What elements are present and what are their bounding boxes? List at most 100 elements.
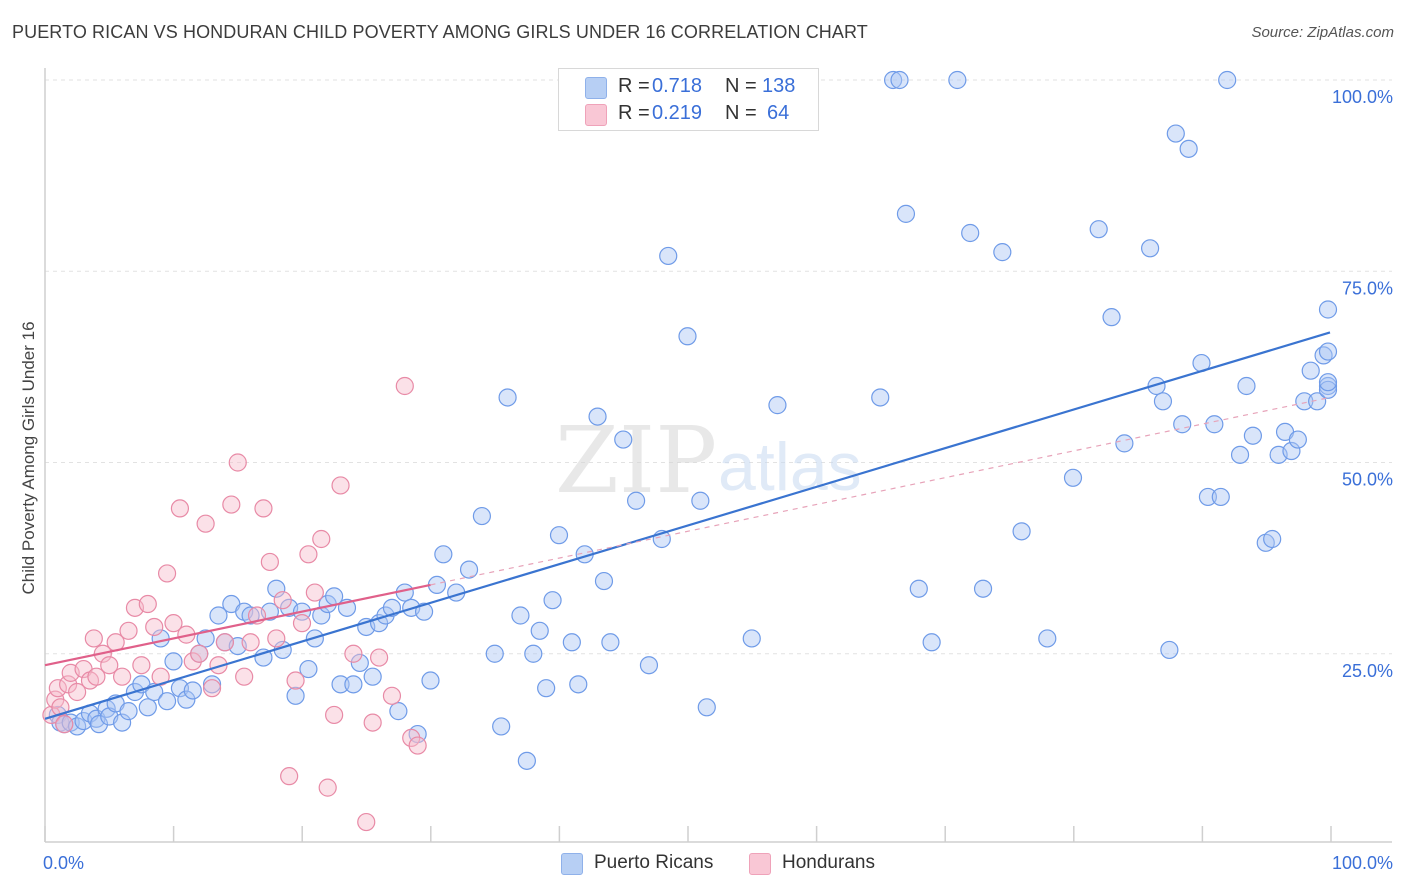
point-hondurans	[202, 679, 222, 698]
chart-title: PUERTO RICAN VS HONDURAN CHILD POVERTY A…	[12, 22, 868, 42]
point-hondurans	[357, 812, 376, 832]
point-puerto-ricans	[678, 327, 697, 346]
point-puerto-ricans	[543, 591, 562, 610]
point-puerto-ricans	[659, 246, 678, 266]
point-puerto-ricans	[1160, 640, 1179, 660]
point-puerto-ricans	[1211, 487, 1230, 507]
y-axis-label: Child Poverty Among Girls Under 16	[19, 321, 38, 594]
legend: R = 0.718 N = 138 R = 0.219 N = 64	[558, 68, 819, 131]
point-puerto-ricans	[890, 70, 909, 90]
point-puerto-ricans	[241, 606, 260, 625]
point-puerto-ricans	[459, 560, 479, 579]
bottom-legend-swatch	[561, 853, 583, 875]
point-puerto-ricans	[1063, 468, 1083, 487]
point-puerto-ricans	[1179, 139, 1198, 158]
source-credit: Source: ZipAtlas.com	[1251, 24, 1394, 41]
watermark-atlas: atlas	[718, 429, 862, 505]
point-puerto-ricans	[993, 243, 1012, 262]
watermark-zip: ZIP	[555, 407, 717, 514]
point-puerto-ricans	[588, 407, 607, 426]
bottom-legend-swatch	[749, 853, 771, 875]
point-hondurans	[145, 617, 164, 637]
legend-swatch-hondurans	[585, 104, 607, 126]
point-hondurans	[170, 499, 190, 518]
point-puerto-ricans	[157, 692, 177, 711]
trend-line-puerto-ricans	[44, 331, 1331, 720]
point-puerto-ricans	[768, 396, 787, 415]
legend-n-value: 138	[762, 75, 796, 97]
point-puerto-ricans	[209, 606, 228, 625]
y-tick-label: 75.0%	[1342, 278, 1393, 298]
point-puerto-ricans	[434, 545, 453, 564]
point-hondurans	[87, 667, 106, 686]
legend-swatch-puerto-ricans	[585, 77, 607, 99]
bottom-legend-label: Hondurans	[782, 852, 875, 873]
point-puerto-ricans	[594, 571, 614, 591]
point-puerto-ricans	[267, 579, 286, 598]
x-tick-label-max: 100.0%	[1332, 853, 1393, 873]
point-puerto-ricans	[1140, 239, 1160, 258]
point-hondurans	[190, 644, 209, 663]
point-hondurans	[267, 629, 286, 648]
point-hondurans	[305, 583, 324, 602]
point-puerto-ricans	[1089, 220, 1108, 239]
point-puerto-ricans	[1115, 434, 1134, 453]
point-puerto-ricans	[498, 388, 517, 407]
point-hondurans	[151, 667, 170, 686]
point-hondurans	[273, 591, 292, 610]
trend-lines	[44, 331, 1331, 720]
point-puerto-ricans	[1318, 373, 1338, 392]
point-puerto-ricans	[1205, 415, 1224, 434]
point-hondurans	[344, 644, 363, 663]
point-hondurans	[363, 713, 382, 732]
point-hondurans	[331, 476, 350, 495]
point-puerto-ricans	[1173, 415, 1192, 434]
point-hondurans	[196, 514, 215, 533]
point-hondurans	[228, 453, 247, 472]
point-puerto-ricans	[697, 698, 716, 717]
point-puerto-ricans	[639, 656, 659, 675]
point-puerto-ricans	[691, 491, 710, 510]
trend-line-hondurans	[44, 583, 431, 667]
point-hondurans	[318, 778, 337, 797]
point-puerto-ricans	[1263, 529, 1282, 549]
point-puerto-ricans	[601, 633, 620, 652]
point-puerto-ricans	[363, 667, 382, 686]
point-hondurans	[84, 629, 103, 648]
x-tick-label-min: 0.0%	[43, 853, 84, 873]
point-puerto-ricans	[524, 644, 543, 663]
point-hondurans	[325, 705, 344, 725]
legend-n-label: N =	[725, 75, 757, 97]
point-puerto-ricans	[485, 644, 504, 663]
point-hondurans	[286, 671, 305, 690]
point-puerto-ricans	[1318, 342, 1338, 361]
point-puerto-ricans	[1218, 70, 1237, 90]
point-hondurans	[312, 529, 331, 549]
point-puerto-ricans	[1237, 376, 1256, 396]
point-puerto-ricans	[1243, 426, 1263, 445]
point-puerto-ricans	[562, 633, 581, 652]
point-puerto-ricans	[871, 388, 890, 407]
point-puerto-ricans	[742, 629, 761, 648]
bottom-legend-label: Puerto Ricans	[594, 852, 714, 873]
point-hondurans	[164, 614, 183, 633]
point-hondurans	[209, 656, 228, 675]
y-tick-label: 50.0%	[1342, 470, 1393, 490]
point-puerto-ricans	[1301, 361, 1320, 380]
point-puerto-ricans	[961, 223, 980, 243]
point-puerto-ricans	[112, 713, 132, 732]
point-hondurans	[280, 767, 299, 786]
point-puerto-ricans	[89, 715, 109, 734]
legend-r-label: R =	[618, 75, 650, 97]
legend-r-value: 0.219	[652, 102, 703, 124]
point-puerto-ricans	[1153, 392, 1173, 411]
point-puerto-ricans	[614, 430, 633, 449]
point-hondurans	[157, 564, 177, 583]
point-hondurans	[299, 545, 318, 564]
point-hondurans	[260, 552, 279, 572]
watermark: ZIP atlas	[555, 407, 862, 514]
legend-n-value: 64	[767, 102, 790, 124]
point-puerto-ricans	[472, 506, 491, 526]
point-puerto-ricans	[1166, 124, 1185, 143]
point-hondurans	[382, 686, 402, 705]
